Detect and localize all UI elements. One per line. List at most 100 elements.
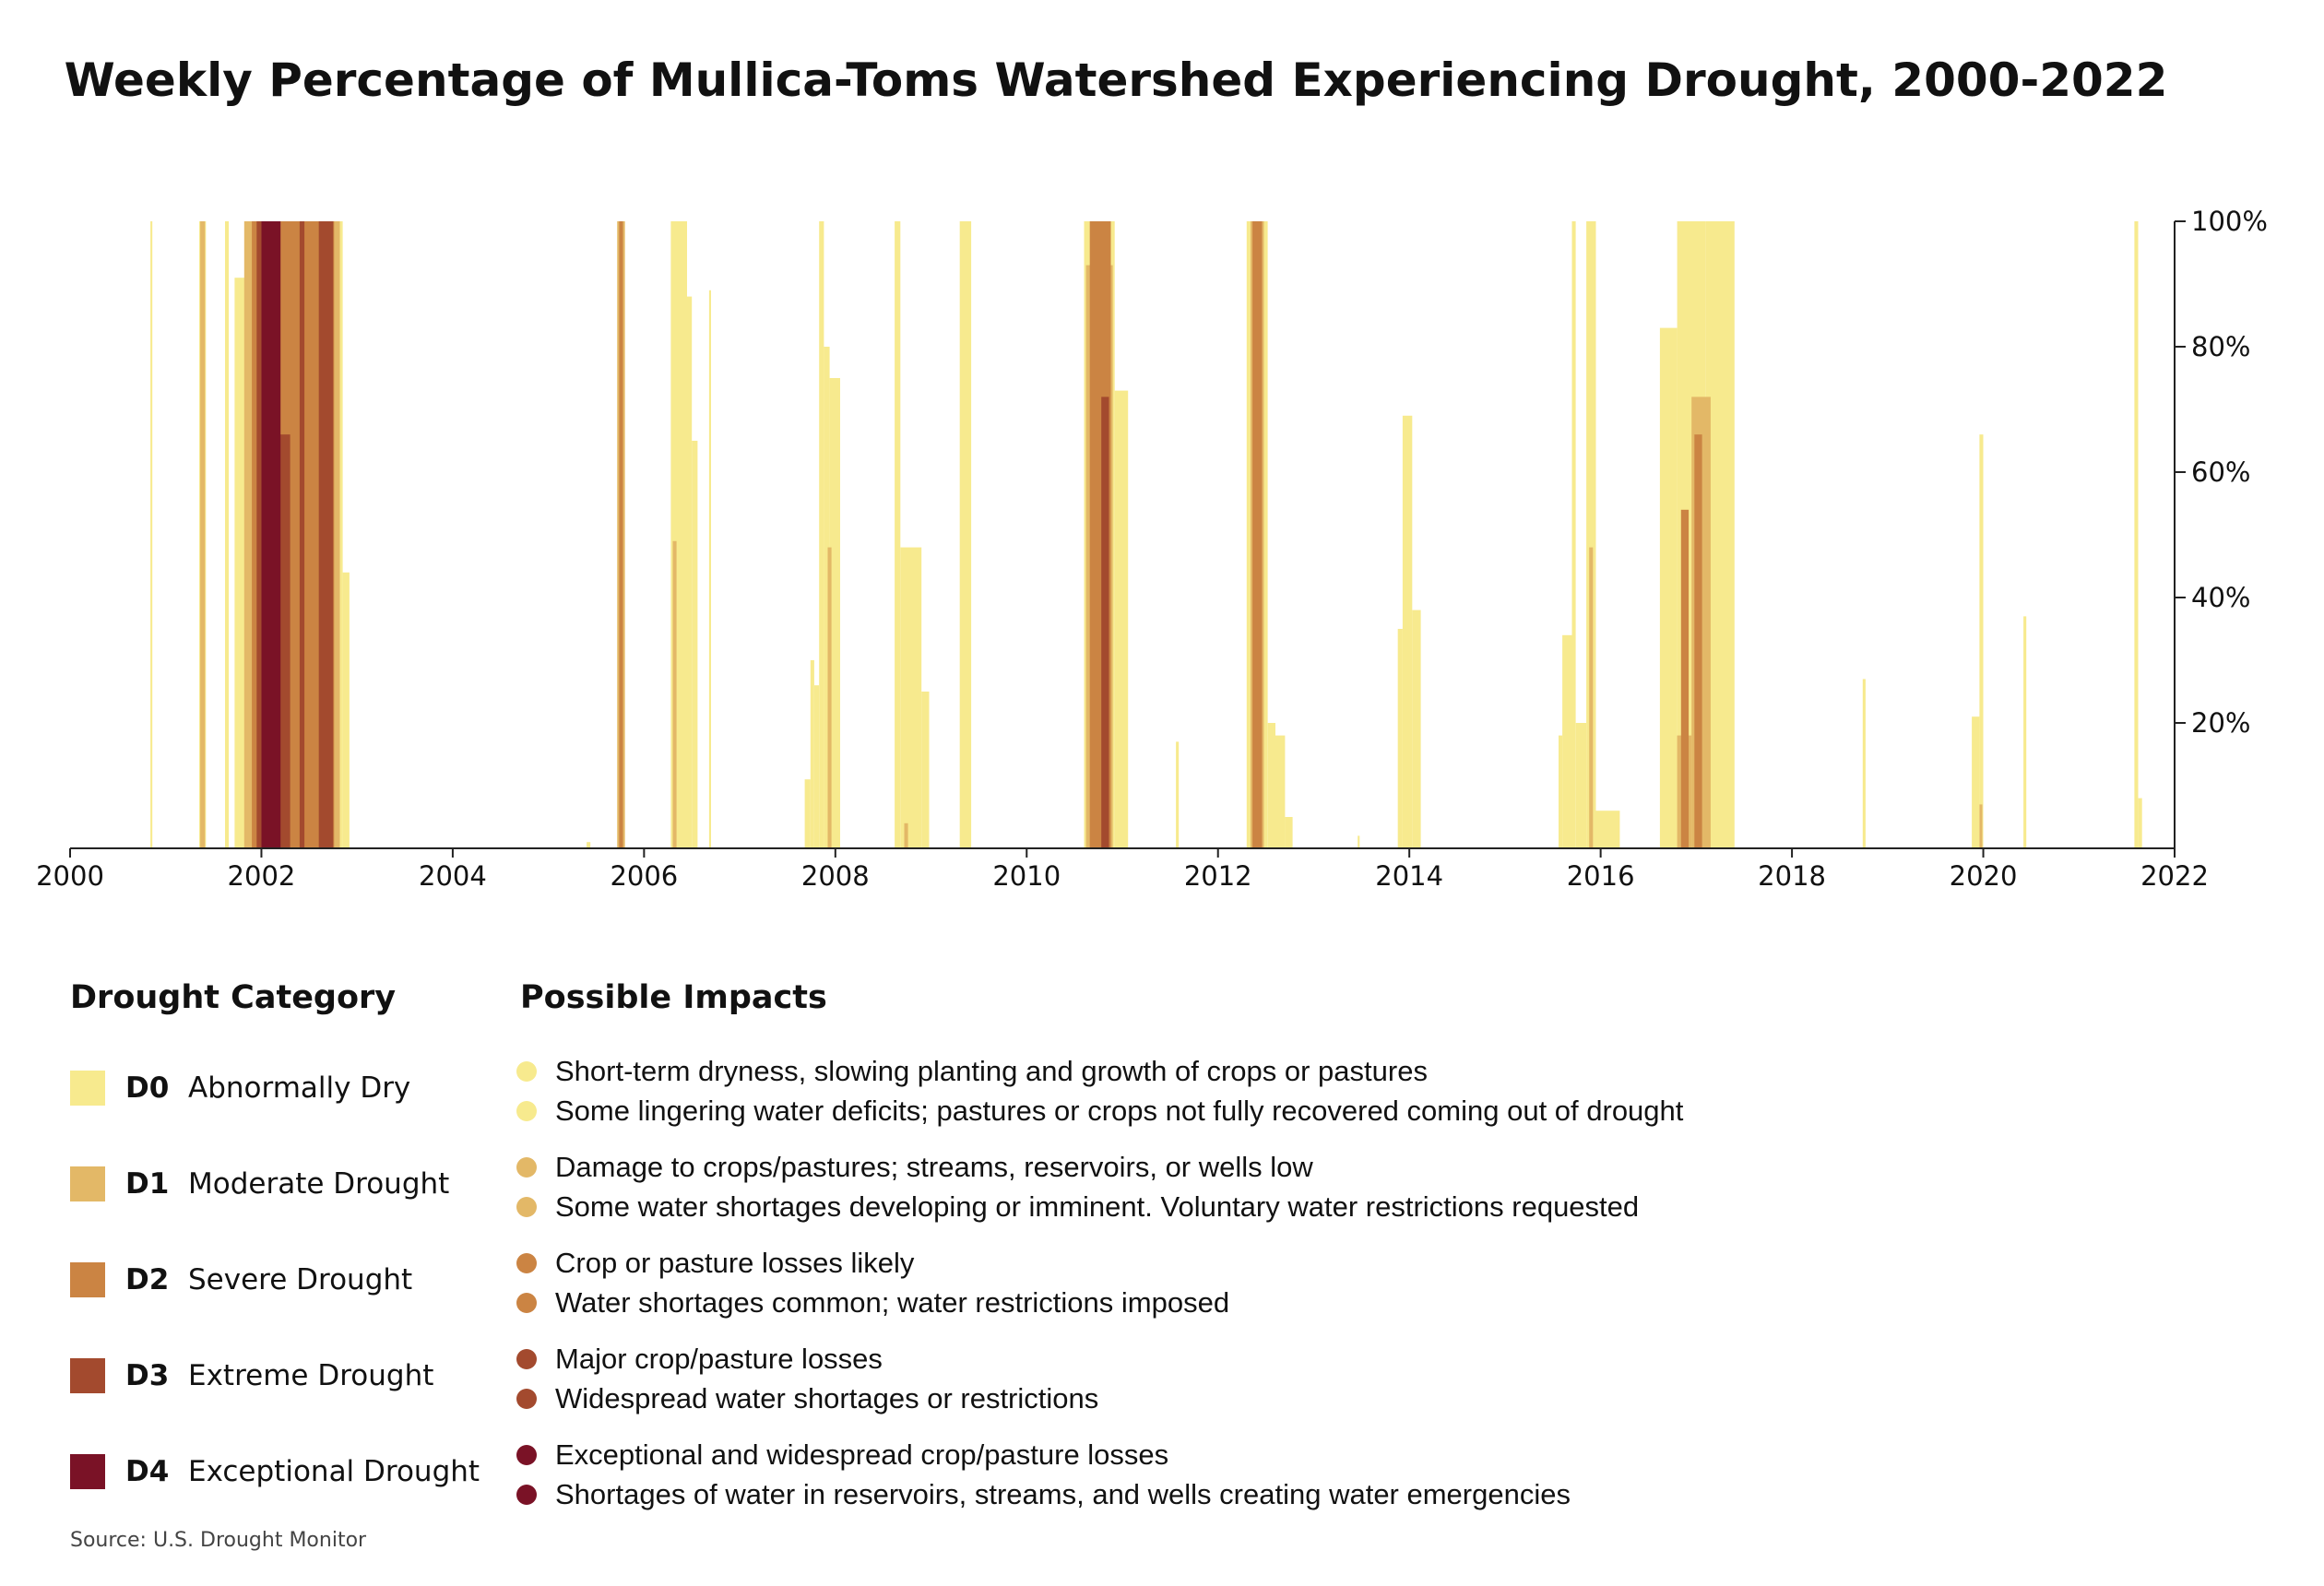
bar-d0-29 [1358,835,1360,848]
bar-d4-0 [261,221,281,848]
bar-d0-36 [1575,723,1587,848]
bullet-d4 [516,1445,537,1465]
bar-d0-32 [1412,610,1421,848]
impact-text: Some lingering water deficits; pastures … [555,1095,1684,1127]
bullet-d0 [516,1101,537,1121]
impact-d1-2: Some water shortages developing or immin… [516,1189,1639,1225]
x-tick-label: 2022 [2140,860,2209,892]
bar-d0-9 [687,296,693,849]
bar-d1-3 [672,540,677,848]
bar-d3-2 [299,221,305,848]
impact-d2-1: Crop or pasture losses likely [516,1245,914,1282]
bullet-d2 [516,1253,537,1273]
bar-d0-23 [1114,390,1129,848]
impact-text: Short-term dryness, slowing planting and… [555,1055,1428,1087]
y-tick-label: 100% [2191,206,2268,237]
code-d3: D3 [125,1359,170,1392]
bar-d2-1 [619,221,623,848]
bar-d0-30 [1397,629,1403,848]
bar-d0-26 [1267,723,1275,848]
bar-d0-31 [1402,415,1413,848]
bar-d0-14 [814,685,820,848]
legend-item-d2: D2 Severe Drought [70,1261,412,1298]
bullet-d1 [516,1157,537,1178]
y-tick-label: 80% [2191,331,2250,362]
legend-item-d4: D4 Exceptional Drought [70,1453,480,1490]
x-tick-label: 2008 [801,860,870,892]
y-tick-label: 40% [2191,582,2250,613]
bar-d0-46 [2134,221,2139,848]
name-d3: Extreme Drought [188,1359,434,1392]
bullet-d0 [516,1061,537,1082]
code-d0: D0 [125,1071,170,1105]
impact-text: Exceptional and widespread crop/pasture … [555,1438,1169,1471]
bar-d2-3 [1252,221,1263,848]
swatch-d4 [70,1454,105,1489]
code-d2: D2 [125,1263,170,1296]
impact-text: Some water shortages developing or immin… [555,1190,1640,1223]
legend-item-d3: D3 Extreme Drought [70,1357,433,1394]
bar-d3-4 [1101,396,1109,848]
swatch-d0 [70,1071,105,1106]
name-d0: Abnormally Dry [188,1071,411,1105]
code-d4: D4 [125,1455,170,1488]
bar-d0-13 [810,660,814,848]
x-tick-label: 2006 [610,860,678,892]
bar-d1-8 [1589,547,1594,848]
bar-d0-19 [900,547,922,848]
bar-d0-2 [225,221,230,848]
bar-d0-16 [824,347,830,848]
y-tick-label: 60% [2191,456,2250,488]
x-tick-label: 2018 [1758,860,1826,892]
bar-d0-37 [1586,221,1596,848]
bar-d0-34 [1562,634,1572,848]
bullet-d4 [516,1485,537,1505]
chart-axes: 2000 2002 2004 2006 2008 2010 2012 2014 2016 2018… [36,206,2268,892]
bar-d0-0 [150,221,153,848]
impact-d0-2: Some lingering water deficits; pastures … [516,1093,1683,1130]
bar-d1-4 [827,547,832,848]
x-tick-label: 2020 [1950,860,2018,892]
chart-title: Weekly Percentage of Mullica-Toms Waters… [65,53,2168,107]
source-note: Source: U.S. Drought Monitor [70,1529,367,1552]
bullet-d3 [516,1349,537,1369]
bar-d0-43 [1972,716,1980,848]
bar-d0-5 [342,572,350,848]
bar-d0-21 [959,221,972,848]
x-tick-label: 2004 [419,860,487,892]
legend-item-d1: D1 Moderate Drought [70,1166,449,1202]
x-tick-label: 2000 [36,860,104,892]
impact-text: Shortages of water in reservoirs, stream… [555,1478,1571,1510]
impact-text: Damage to crops/pastures; streams, reser… [555,1151,1313,1183]
x-tick-label: 2012 [1184,860,1252,892]
impact-text: Major crop/pasture losses [555,1343,883,1375]
bar-d0-10 [692,441,698,848]
impact-text: Crop or pasture losses likely [555,1247,915,1279]
bar-d3-3 [318,221,334,848]
name-d4: Exceptional Drought [188,1455,480,1488]
bar-d0-28 [1285,817,1293,848]
bullet-d3 [516,1389,537,1409]
impacts-heading: Possible Impacts [520,979,827,1016]
bar-d0-11 [708,290,711,848]
x-tick-label: 2010 [992,860,1061,892]
x-tick-label: 2016 [1567,860,1635,892]
swatch-d3 [70,1358,105,1393]
impact-d0-1: Short-term dryness, slowing planting and… [516,1053,1428,1090]
y-tick-label: 20% [2191,707,2250,739]
bar-d1-5 [904,823,908,848]
impact-d3-2: Widespread water shortages or restrictio… [516,1380,1098,1417]
impact-d2-2: Water shortages common; water restrictio… [516,1284,1229,1321]
bar-d0-18 [895,221,901,848]
bar-d0-33 [1559,735,1563,848]
bar-d2-4 [1680,509,1690,848]
swatch-d1 [70,1166,105,1201]
impact-d1-1: Damage to crops/pastures; streams, reser… [516,1149,1313,1186]
code-d1: D1 [125,1167,170,1201]
bar-d0-27 [1275,735,1286,848]
bar-d0-47 [2138,798,2142,848]
bar-d0-38 [1595,811,1620,848]
impact-text: Widespread water shortages or restrictio… [555,1382,1099,1414]
bullet-d2 [516,1293,537,1313]
